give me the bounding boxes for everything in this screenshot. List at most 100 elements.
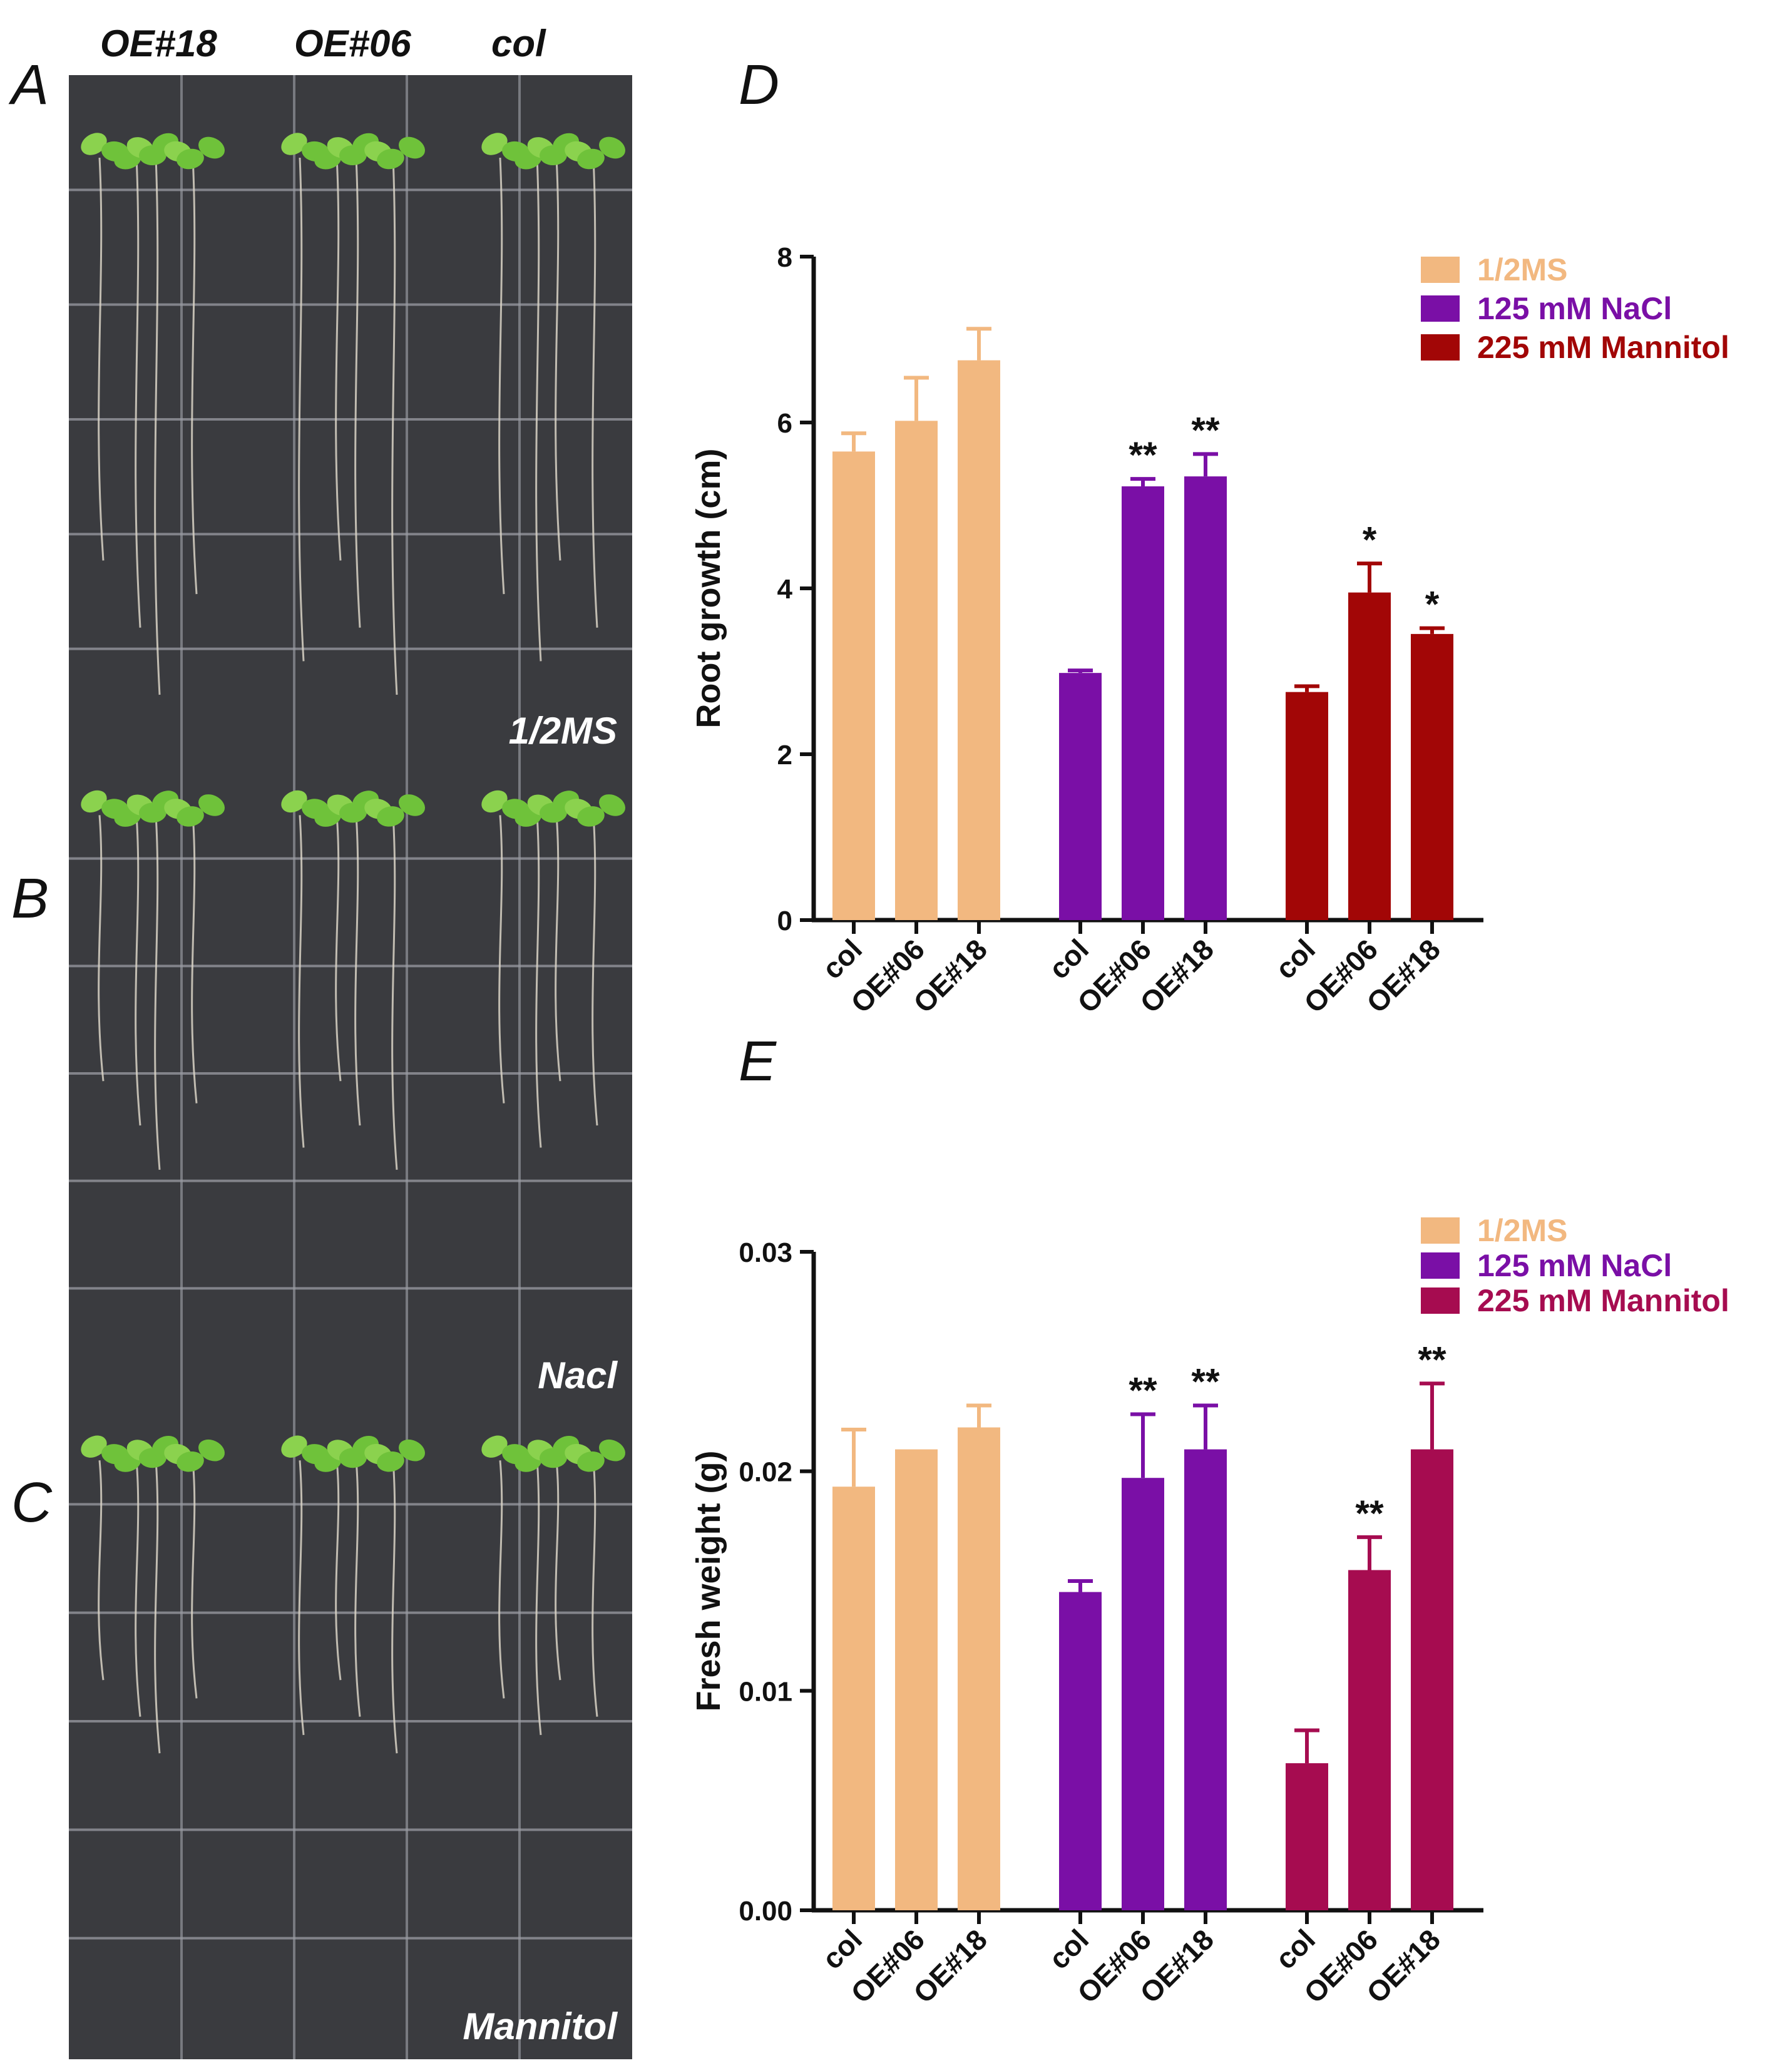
significance-mark: ** bbox=[1129, 435, 1157, 476]
seedling-root bbox=[535, 157, 542, 662]
seedling-leaf bbox=[599, 794, 625, 816]
significance-mark: ** bbox=[1191, 410, 1220, 451]
seedling-root bbox=[354, 1460, 361, 1717]
panel-letter-e: E bbox=[739, 1030, 777, 1093]
plate-label-b: Nacl bbox=[538, 1354, 617, 1396]
legend-swatch bbox=[1421, 1287, 1460, 1314]
panel-letter-d: D bbox=[739, 54, 779, 116]
seedling-leaf bbox=[177, 148, 204, 170]
seedling-root bbox=[98, 1460, 105, 1681]
y-tick-label: 4 bbox=[777, 574, 793, 605]
y-tick-label: 2 bbox=[777, 740, 792, 770]
seedling-root bbox=[498, 1460, 505, 1699]
legend-label: 1/2MS bbox=[1477, 252, 1568, 287]
legend-swatch bbox=[1421, 334, 1460, 361]
seedling-root bbox=[591, 157, 598, 628]
seedling-root bbox=[298, 1460, 305, 1736]
seedling-root bbox=[591, 1460, 598, 1717]
significance-mark: ** bbox=[1418, 1339, 1446, 1380]
seedling-root bbox=[335, 157, 342, 561]
y-tick-label: 6 bbox=[777, 408, 792, 439]
seedling-leaf bbox=[81, 1435, 107, 1458]
y-axis-title: Fresh weight (g) bbox=[690, 1451, 727, 1712]
seedling-root bbox=[354, 815, 361, 1126]
panel-letter-a: A bbox=[11, 54, 49, 116]
seedling-root bbox=[498, 157, 505, 595]
legend-swatch bbox=[1421, 295, 1460, 322]
seedling-leaf bbox=[599, 1439, 625, 1461]
bar-2-0 bbox=[1286, 1763, 1328, 1910]
seedling-root bbox=[391, 1460, 398, 1754]
seedling-leaf bbox=[577, 806, 605, 827]
y-tick-label: 0 bbox=[777, 906, 792, 936]
seedling-root bbox=[335, 1460, 342, 1681]
seedling-leaf bbox=[281, 133, 307, 155]
seedling-leaf bbox=[577, 148, 605, 170]
bar-1-1 bbox=[1122, 1478, 1164, 1910]
legend-swatch bbox=[1421, 1252, 1460, 1279]
bar-0-0 bbox=[832, 1487, 875, 1910]
plate-photo-c: Mannitol bbox=[69, 1408, 632, 2059]
bar-2-1 bbox=[1348, 1570, 1391, 1910]
legend-label: 1/2MS bbox=[1477, 1213, 1568, 1248]
seedling-leaf bbox=[198, 136, 225, 159]
seedling-leaf bbox=[399, 794, 425, 816]
x-tick-label: col bbox=[1269, 1923, 1321, 1975]
plate-label-a: 1/2MS bbox=[508, 710, 617, 752]
bar-1-0 bbox=[1059, 1592, 1102, 1910]
seedling-root bbox=[191, 815, 198, 1103]
seedling-leaf bbox=[81, 133, 107, 155]
bar-0-0 bbox=[832, 451, 875, 920]
significance-mark: ** bbox=[1191, 1361, 1220, 1402]
legend-swatch bbox=[1421, 257, 1460, 283]
legend-swatch bbox=[1421, 1217, 1460, 1244]
plate-photo-a: 1/2MS bbox=[69, 75, 632, 764]
seedling-leaf bbox=[377, 148, 404, 170]
seedling-root bbox=[335, 815, 342, 1082]
x-tick-label: col bbox=[1042, 933, 1095, 985]
bar-1-1 bbox=[1122, 486, 1164, 920]
significance-mark: * bbox=[1363, 520, 1377, 560]
bar-0-2 bbox=[958, 360, 1000, 920]
significance-mark: * bbox=[1425, 585, 1440, 625]
y-tick-label: 0.00 bbox=[739, 1896, 792, 1927]
seedling-leaf bbox=[377, 1451, 404, 1472]
legend-label: 125 mM NaCl bbox=[1477, 1248, 1672, 1283]
seedling-leaf bbox=[281, 1435, 307, 1458]
seedling-root bbox=[154, 815, 161, 1170]
seedling-leaf bbox=[281, 790, 307, 813]
bar-0-1 bbox=[895, 421, 938, 920]
seedling-root bbox=[135, 1460, 141, 1717]
x-tick-label: col bbox=[1042, 1923, 1095, 1975]
y-tick-label: 8 bbox=[777, 242, 792, 273]
plate-drawing-a bbox=[69, 75, 632, 764]
seedling-root bbox=[391, 815, 398, 1170]
seedling-leaf bbox=[481, 790, 508, 813]
seedling-leaf bbox=[399, 1439, 425, 1461]
seedling-root bbox=[154, 157, 161, 695]
seedling-root bbox=[555, 1460, 561, 1681]
genotype-header-oe06: OE#06 bbox=[294, 23, 411, 64]
seedling-root bbox=[298, 815, 305, 1148]
genotype-header-oe18: OE#18 bbox=[100, 23, 217, 64]
y-tick-label: 0.02 bbox=[739, 1457, 792, 1488]
seedling-leaf bbox=[377, 806, 404, 827]
bar-2-1 bbox=[1348, 592, 1391, 920]
seedling-leaf bbox=[177, 806, 204, 827]
seedling-root bbox=[135, 157, 141, 628]
seedling-root bbox=[154, 1460, 161, 1754]
seedling-root bbox=[555, 815, 561, 1082]
genotype-header-col: col bbox=[491, 23, 546, 64]
legend-label: 225 mM Mannitol bbox=[1477, 330, 1729, 365]
seedling-root bbox=[98, 815, 105, 1082]
panel-letter-b: B bbox=[11, 868, 49, 930]
seedling-root bbox=[354, 157, 361, 628]
bar-2-0 bbox=[1286, 692, 1328, 920]
seedling-root bbox=[191, 157, 198, 595]
seedling-root bbox=[135, 815, 141, 1126]
x-tick-label: col bbox=[816, 933, 868, 985]
seedling-leaf bbox=[198, 1439, 225, 1461]
bar-1-2 bbox=[1184, 476, 1227, 920]
